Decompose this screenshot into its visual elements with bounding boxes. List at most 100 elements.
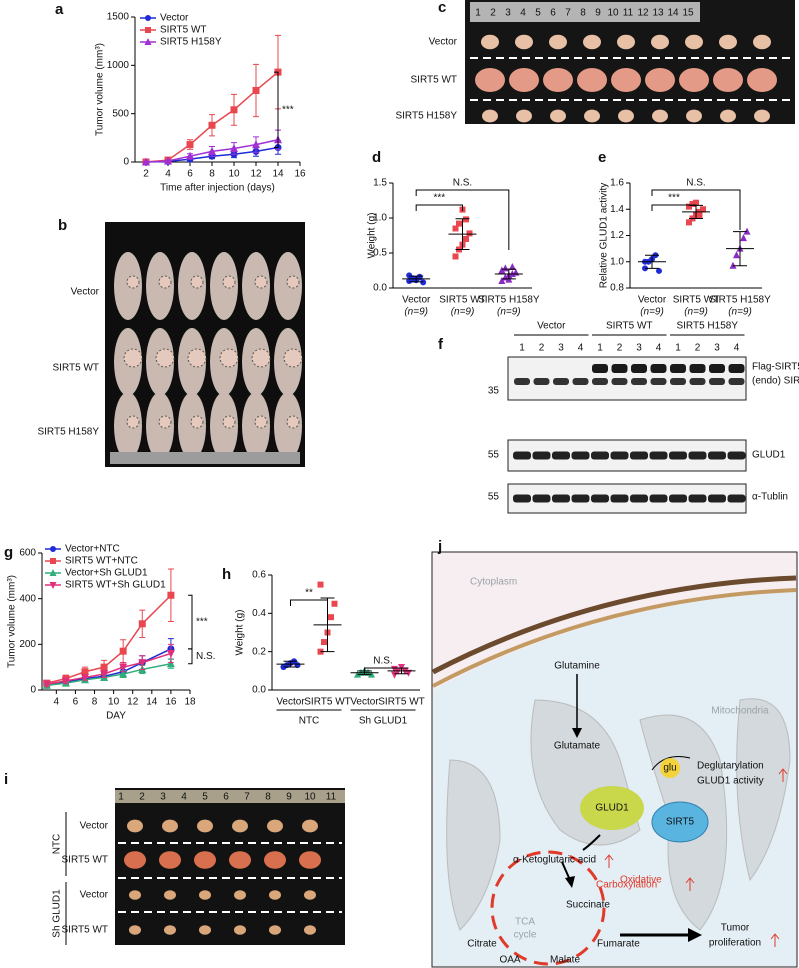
mouse xyxy=(114,252,142,320)
tumor xyxy=(162,819,178,833)
row-label: SIRT5 WT xyxy=(53,363,99,374)
tumor xyxy=(129,890,141,900)
marker xyxy=(700,206,706,213)
panel-label: a xyxy=(55,1,64,18)
band xyxy=(708,451,726,460)
sirt5-protein xyxy=(651,801,709,843)
lane-label: 2 xyxy=(617,343,623,354)
x-tick-label: SIRT5 H158Y xyxy=(709,295,771,306)
arrow xyxy=(582,834,601,851)
ruler-number: 14 xyxy=(667,8,679,19)
panel-label: i xyxy=(4,771,8,788)
tumor xyxy=(679,68,709,92)
marker xyxy=(686,219,692,226)
band xyxy=(591,451,609,460)
lane-label: 1 xyxy=(675,343,681,354)
mouse xyxy=(210,252,238,320)
tumor xyxy=(685,34,703,50)
bracket xyxy=(415,204,463,211)
marker xyxy=(167,591,175,599)
annotation: *** xyxy=(196,617,208,628)
up-arrow xyxy=(685,877,695,891)
marker xyxy=(452,253,459,260)
x-tick-note: (n=9) xyxy=(728,307,752,318)
marker xyxy=(733,251,740,259)
panel-label: c xyxy=(438,0,446,16)
bracket xyxy=(188,648,193,665)
tumor xyxy=(251,348,271,368)
panel-label: b xyxy=(58,217,67,234)
tumor xyxy=(254,415,268,429)
x-tick-note: (n=9) xyxy=(684,307,708,318)
ruler-number: 11 xyxy=(623,8,634,19)
annotation: N.S. xyxy=(196,651,215,662)
y-axis-label: Relative GLUD1 activity xyxy=(599,183,610,289)
bracket xyxy=(651,204,697,211)
tumor xyxy=(754,109,770,123)
marker xyxy=(321,639,327,646)
marker xyxy=(463,236,469,242)
y-tick-label: 0.6 xyxy=(252,570,266,581)
marker xyxy=(42,680,51,689)
band xyxy=(688,494,707,503)
mouse xyxy=(242,392,270,460)
mouse xyxy=(274,252,302,320)
marker xyxy=(656,267,662,274)
label: Tumor xyxy=(721,923,750,934)
crista xyxy=(446,759,501,931)
y-tick-label: 1.6 xyxy=(610,178,624,189)
tumor xyxy=(652,109,668,123)
x-tick-label: Vector xyxy=(350,697,379,708)
x-tick-label: 8 xyxy=(92,697,98,708)
error-bar xyxy=(320,597,335,653)
tumor xyxy=(286,415,300,429)
tumor xyxy=(583,34,601,50)
band xyxy=(631,378,647,385)
tumor xyxy=(199,925,211,935)
row-label: Vector xyxy=(80,821,109,832)
tumor xyxy=(584,109,600,123)
y-tick-label: 0.4 xyxy=(252,608,266,619)
arrowhead xyxy=(572,728,582,738)
label: Glutamate xyxy=(554,741,601,752)
mouse xyxy=(210,392,238,460)
ruler-number: 5 xyxy=(535,8,541,19)
lane-label: 3 xyxy=(558,343,564,354)
tumor xyxy=(304,890,316,900)
y-tick-label: 1.2 xyxy=(610,230,624,241)
marker xyxy=(508,263,516,270)
label: Oxidative xyxy=(620,875,662,886)
label: SIRT5 xyxy=(666,817,695,828)
tumor xyxy=(713,68,743,92)
marker xyxy=(119,669,128,678)
band xyxy=(688,451,707,460)
band-label: Flag-SIRT5 xyxy=(752,362,799,373)
tumor xyxy=(158,415,172,429)
tumor xyxy=(127,819,143,833)
marker xyxy=(328,614,334,621)
marker xyxy=(138,620,146,628)
x-tick-label: 18 xyxy=(184,697,196,708)
marker xyxy=(230,106,238,114)
tumor xyxy=(283,348,303,368)
legend-marker xyxy=(145,27,151,33)
y-tick-label: 0.8 xyxy=(610,283,624,294)
tumor xyxy=(123,348,143,368)
y-axis-label: Tumor volume (mm³) xyxy=(7,575,18,668)
label: Deglutarylation xyxy=(697,761,764,772)
arrowhead xyxy=(565,876,575,888)
tumor xyxy=(155,348,175,368)
ruler-number: 9 xyxy=(595,8,601,19)
x-tick-label: Vector xyxy=(402,295,431,306)
label: Carboxylation xyxy=(596,880,657,891)
band xyxy=(630,494,648,503)
tumor xyxy=(126,275,140,289)
marker xyxy=(166,659,175,668)
lane-label: 2 xyxy=(695,343,701,354)
lane-label: 4 xyxy=(656,343,662,354)
marker xyxy=(693,199,699,206)
bracket xyxy=(274,71,279,148)
marker xyxy=(252,86,260,94)
marker xyxy=(81,668,89,676)
y-tick-label: 0 xyxy=(30,685,36,696)
